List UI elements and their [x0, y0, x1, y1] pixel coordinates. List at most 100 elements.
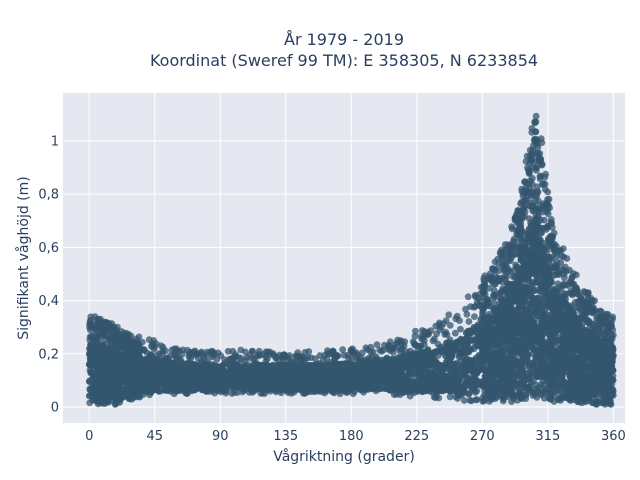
scatter-point	[415, 342, 422, 350]
scatter-point	[548, 243, 556, 250]
scatter-point	[497, 392, 504, 399]
chart-title-line-1: År 1979 - 2019	[284, 30, 404, 49]
scatter-point	[544, 188, 552, 196]
scatter-point	[451, 329, 459, 337]
scatter-point	[446, 322, 454, 329]
scatter-point	[187, 355, 195, 363]
scatter-point	[597, 316, 605, 323]
scatter-point	[553, 344, 560, 352]
scatter-point	[135, 345, 143, 352]
scatter-point	[427, 327, 435, 335]
scatter-point	[466, 397, 474, 404]
scatter-point	[305, 348, 313, 355]
scatter-point	[501, 266, 509, 274]
scatter-point	[422, 330, 429, 338]
scatter-point	[585, 301, 592, 308]
scatter-point	[470, 303, 478, 311]
scatter-point	[233, 389, 241, 396]
scatter-point	[540, 381, 548, 389]
scatter-point	[532, 112, 540, 120]
scatter-point	[159, 350, 166, 358]
scatter-point	[237, 346, 245, 354]
scatter-point	[516, 388, 523, 396]
scatter-point	[495, 260, 502, 268]
scatter-point	[88, 320, 95, 328]
scatter-point	[585, 319, 593, 326]
scatter-point	[582, 311, 589, 319]
scatter-point	[463, 311, 471, 318]
scatter-point	[412, 327, 419, 335]
scatter-point	[609, 331, 617, 339]
plot-area	[63, 93, 625, 423]
scatter-point	[187, 348, 194, 356]
scatter-point	[547, 216, 555, 223]
scatter-point	[480, 275, 488, 282]
scatter-point	[299, 353, 306, 361]
scatter-point	[587, 294, 594, 302]
scatter-point	[173, 345, 181, 353]
scatter-point	[321, 351, 328, 359]
scatter-point	[542, 202, 550, 209]
scatter-point	[446, 393, 454, 401]
scatter-point	[193, 351, 201, 358]
scatter-point	[508, 223, 516, 231]
scatter-point	[128, 343, 136, 350]
scatter-point	[516, 216, 524, 224]
scatter-point	[526, 215, 533, 223]
scatter-point	[518, 228, 526, 236]
scatter-point	[498, 254, 506, 262]
scatter-point	[167, 352, 174, 359]
scatter-point	[574, 395, 582, 403]
scatter-point	[548, 388, 555, 396]
scatter-point	[221, 356, 229, 364]
scatter-point	[113, 344, 121, 352]
scatter-point	[119, 337, 127, 345]
scatter-point	[541, 216, 548, 224]
scatter-point	[472, 293, 479, 301]
scatter-point	[272, 355, 280, 362]
scatter-point	[127, 336, 135, 344]
scatter-point	[398, 340, 405, 348]
scatter-point	[485, 390, 493, 398]
scatter-point	[498, 294, 505, 302]
scatter-point	[542, 170, 549, 178]
scatter-point	[461, 397, 468, 404]
scatter-point	[112, 336, 120, 344]
scatter-point	[510, 237, 517, 245]
scatter-point	[203, 348, 211, 356]
scatter-point	[552, 250, 559, 257]
scatter-point	[420, 341, 428, 348]
scatter-points-core	[85, 203, 617, 401]
scatter-point	[111, 328, 119, 336]
scatter-point	[529, 180, 536, 188]
scatter-point	[532, 385, 539, 393]
scatter-point	[471, 313, 478, 320]
scatter-point	[379, 346, 387, 354]
scatter-point	[554, 280, 562, 288]
scatter-point	[99, 399, 106, 407]
scatter-point	[567, 278, 575, 285]
scatter-point	[513, 230, 520, 238]
scatter-point	[411, 332, 419, 340]
scatter-point	[601, 398, 609, 406]
scatter-point	[238, 355, 246, 363]
scatter-point	[609, 313, 617, 321]
scatter-point	[517, 222, 525, 230]
scatter-point	[133, 393, 141, 401]
scatter-point	[497, 248, 504, 256]
scatter-point	[145, 336, 153, 344]
scatter-point	[436, 326, 444, 334]
scatter-point	[520, 204, 528, 212]
scatter-point	[441, 330, 449, 338]
scatter-point	[555, 269, 563, 277]
scatter-point	[102, 319, 110, 326]
scatter-point	[492, 293, 500, 301]
scatter-point	[367, 348, 375, 356]
scatter-point	[445, 311, 453, 319]
scatter-point	[491, 266, 499, 274]
scatter-point	[544, 223, 551, 231]
scatter-point	[95, 336, 102, 344]
scatter-point	[464, 293, 472, 301]
scatter-point	[532, 192, 540, 200]
scatter-point	[209, 348, 217, 356]
